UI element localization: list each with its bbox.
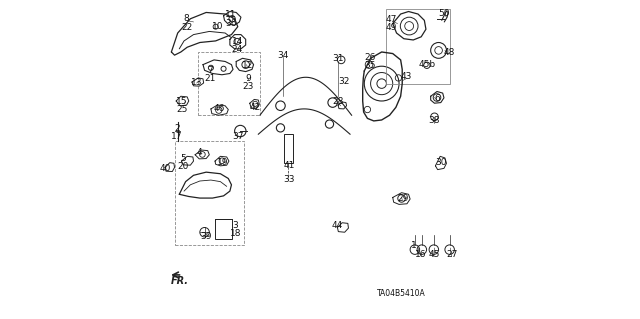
Text: 15: 15 — [177, 97, 188, 107]
Bar — [387, 9, 450, 84]
Text: 34: 34 — [277, 51, 289, 60]
Text: 18: 18 — [230, 229, 241, 238]
Bar — [175, 141, 244, 245]
Text: 26: 26 — [364, 53, 376, 62]
Text: 11: 11 — [225, 11, 237, 19]
Text: 31: 31 — [333, 55, 344, 63]
Text: 24: 24 — [232, 45, 243, 54]
Text: 3: 3 — [232, 221, 238, 230]
Text: 20: 20 — [178, 162, 189, 171]
Text: 7: 7 — [207, 66, 213, 75]
Text: TA04B5410A: TA04B5410A — [377, 289, 426, 298]
Text: 46: 46 — [214, 104, 225, 113]
Text: 13: 13 — [191, 78, 202, 87]
Text: 4: 4 — [196, 148, 202, 157]
Text: 33: 33 — [284, 174, 295, 184]
Text: 6: 6 — [435, 94, 440, 103]
Text: 38: 38 — [429, 116, 440, 125]
Text: 19: 19 — [217, 158, 228, 167]
Text: 2: 2 — [174, 124, 180, 133]
Text: 10: 10 — [211, 22, 223, 31]
Text: 27: 27 — [447, 250, 458, 259]
Text: 42: 42 — [249, 103, 260, 112]
Text: 28: 28 — [333, 97, 344, 106]
Text: 35: 35 — [364, 61, 376, 70]
Text: 30: 30 — [435, 158, 447, 167]
Text: 8: 8 — [184, 14, 189, 23]
Text: 48: 48 — [444, 48, 454, 57]
Text: 22: 22 — [181, 23, 192, 32]
Text: 49: 49 — [385, 23, 397, 32]
Text: 45b: 45b — [419, 60, 435, 69]
Text: 45: 45 — [429, 250, 440, 259]
Bar — [215, 219, 232, 239]
Text: 23: 23 — [243, 82, 254, 91]
Text: 21: 21 — [204, 74, 216, 83]
Text: 29: 29 — [397, 194, 408, 203]
Text: 9: 9 — [246, 74, 252, 83]
Text: 39: 39 — [200, 232, 212, 241]
Text: 25: 25 — [177, 105, 188, 114]
Text: 12: 12 — [241, 61, 253, 70]
Text: 16: 16 — [415, 250, 427, 259]
Text: 36: 36 — [225, 19, 237, 28]
Text: 14: 14 — [232, 37, 243, 46]
Text: 17: 17 — [172, 132, 183, 141]
Text: 50: 50 — [438, 9, 450, 18]
Text: 41: 41 — [284, 161, 294, 170]
Bar — [198, 52, 260, 115]
Text: 1: 1 — [412, 241, 417, 250]
Text: FR.: FR. — [171, 276, 189, 286]
Text: 47: 47 — [385, 15, 397, 24]
Bar — [284, 134, 293, 163]
Text: 43: 43 — [401, 72, 412, 81]
Text: 5: 5 — [180, 154, 186, 163]
Text: 44: 44 — [331, 221, 342, 230]
Text: 32: 32 — [338, 77, 349, 85]
Text: 37: 37 — [233, 132, 244, 141]
Text: 40: 40 — [159, 164, 171, 173]
